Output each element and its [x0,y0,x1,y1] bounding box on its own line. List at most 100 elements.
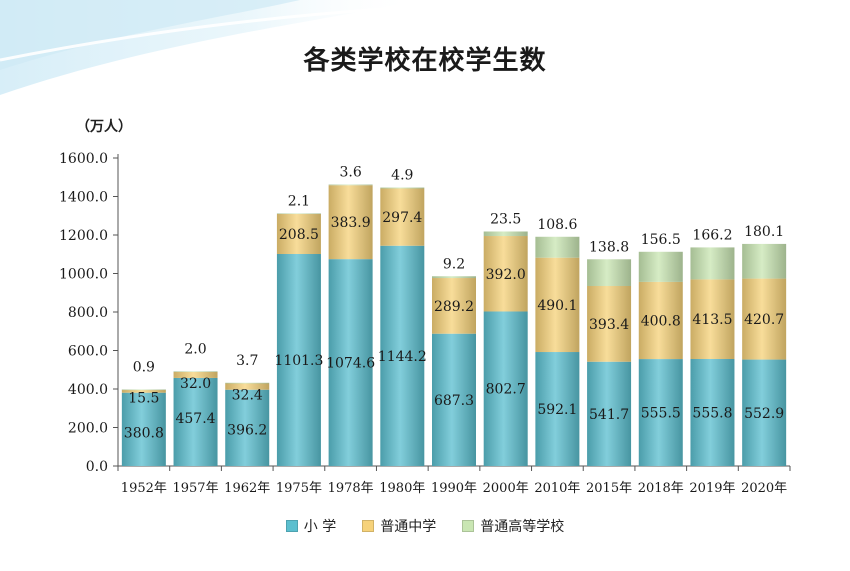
x-tick-label: 1952年 [121,481,167,496]
data-label-higher: 180.1 [744,224,784,240]
y-tick-label: 1200.0 [59,228,108,244]
bar-primary [535,352,580,466]
data-label-middle: 32.4 [232,388,263,404]
bar-middle [121,389,166,393]
data-label-primary: 396.2 [227,423,267,439]
bar-higher [483,231,528,237]
bar-higher [121,389,166,391]
legend-swatch-middle [362,520,375,532]
data-label-higher: 0.9 [133,360,155,376]
bar-primary [432,333,476,466]
bar-higher [328,184,373,186]
bar-higher [173,371,218,373]
legend-label-middle: 普通中学 [380,519,437,535]
legend-item-primary: 小 学 [285,516,337,536]
data-label-middle: 400.8 [641,313,681,329]
bar-higher [690,247,735,280]
data-label-higher: 156.5 [641,232,681,248]
data-label-primary: 555.5 [641,406,681,422]
data-label-middle: 297.4 [382,210,422,226]
chart-legend: 小 学 普通中学 普通高等学校 [0,516,850,536]
data-label-middle: 392.0 [486,267,526,283]
data-label-higher: 3.7 [236,353,258,369]
legend-item-higher: 普通高等学校 [462,516,564,536]
data-label-higher: 2.0 [184,341,206,357]
bar-higher [432,276,476,279]
y-tick-label: 200.0 [68,421,108,437]
y-tick-label: 600.0 [68,344,108,360]
bar-higher [276,213,321,215]
data-label-middle: 413.5 [692,312,732,328]
data-label-middle: 208.5 [279,227,319,243]
x-tick-label: 2000年 [483,481,529,496]
bar-middle [742,278,787,360]
bar-primary [690,359,735,466]
x-tick-label: 1975年 [276,481,322,496]
y-tick-label: 800.0 [68,305,108,321]
data-label-primary: 552.9 [744,406,784,422]
bar-middle [535,257,580,353]
data-label-primary: 1101.3 [274,353,323,369]
data-label-middle: 420.7 [744,312,784,328]
bar-higher [535,236,580,258]
legend-swatch-higher [462,520,475,532]
legend-label-higher: 普通高等学校 [480,519,565,535]
bar-higher [742,243,787,279]
unit-label: （万人） [76,119,132,135]
x-tick-label: 1990年 [431,481,477,496]
data-label-primary: 592.1 [537,402,577,418]
bar-middle [690,279,735,360]
legend-swatch-primary [285,520,298,532]
bar-primary [173,377,218,466]
bar-higher [587,259,632,286]
y-tick-label: 1400.0 [59,190,108,206]
data-label-primary: 1144.2 [378,349,427,365]
bar-middle [587,285,632,362]
bar-primary [276,253,321,466]
data-label-primary: 555.8 [692,406,732,422]
x-tick-label: 2019年 [689,481,735,496]
bar-higher [225,382,270,384]
bar-primary [328,259,373,466]
data-label-middle: 289.2 [434,299,474,315]
bar-middle [225,383,270,390]
bar-primary [587,361,632,466]
y-tick-label: 0.0 [86,459,108,475]
legend-label-primary: 小 学 [303,519,337,535]
bar-middle [638,281,683,360]
x-tick-label: 2018年 [638,481,684,496]
y-tick-label: 1000.0 [59,267,108,283]
bar-primary [638,359,683,466]
data-label-higher: 23.5 [490,211,521,227]
y-tick-label: 1600.0 [59,151,108,167]
bar-middle [483,236,528,312]
x-tick-label: 1962年 [224,481,270,496]
x-tick-label: 1978年 [328,481,374,496]
data-label-middle: 383.9 [331,215,371,231]
data-label-primary: 1074.6 [326,356,375,372]
bar-higher [638,251,683,282]
bar-primary [742,359,787,466]
data-label-higher: 108.6 [537,217,577,233]
data-label-higher: 3.6 [339,165,361,181]
bar-primary [380,245,425,466]
bar-higher [380,187,425,189]
data-label-primary: 802.7 [486,382,526,398]
x-tick-label: 1957年 [172,481,218,496]
data-label-primary: 541.7 [589,407,629,423]
decorative-swoosh [0,0,471,95]
data-label-primary: 457.4 [175,411,215,427]
y-tick-label: 400.0 [68,382,108,398]
data-label-middle: 32.0 [180,376,211,392]
data-label-primary: 687.3 [434,393,474,409]
x-tick-label: 1980年 [379,481,425,496]
data-label-higher: 4.9 [391,168,413,184]
data-label-primary: 380.8 [124,426,164,442]
bar-primary [121,392,166,466]
bar-middle [276,213,321,254]
chart-title: 各类学校在校学生数 [303,46,547,76]
bar-middle [328,185,373,260]
data-label-middle: 15.5 [128,391,159,407]
bar-primary [483,311,528,466]
